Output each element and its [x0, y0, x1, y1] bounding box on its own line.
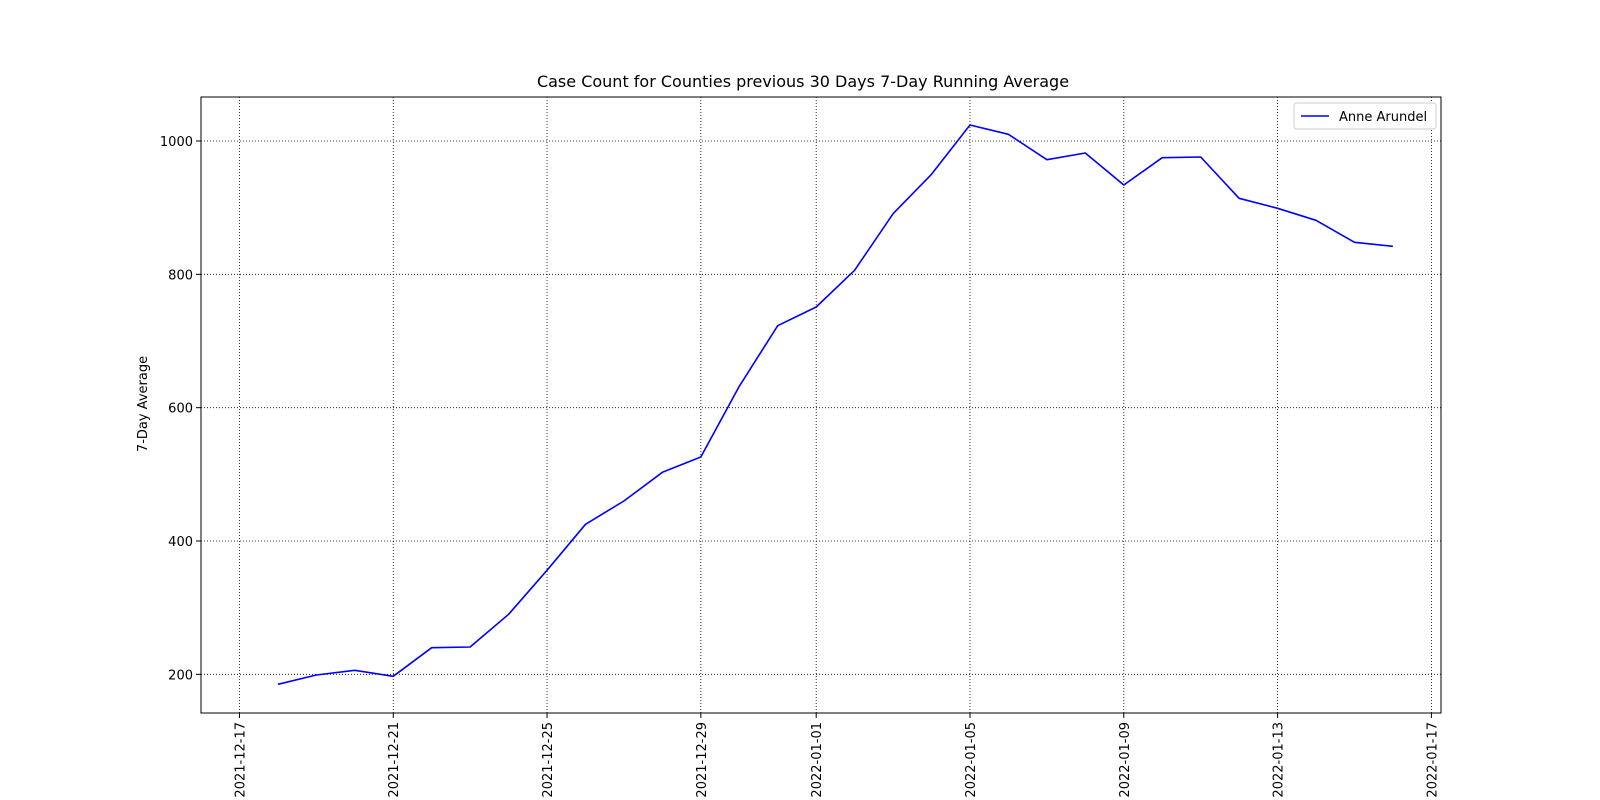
series-line [277, 124, 1393, 686]
x-tick-label: 2021-12-17 [233, 722, 248, 798]
y-tick-label: 400 [168, 535, 193, 550]
y-axis-label: 7-Day Average [136, 356, 151, 452]
x-tick-label: 2022-01-17 [1425, 722, 1440, 798]
y-tick-label: 1000 [160, 135, 193, 150]
y-tick-label: 200 [168, 668, 193, 683]
x-tick-label: 2021-12-29 [695, 722, 710, 798]
x-axis: 2021-12-17 2021-12-21 2021-12-25 2021-12-29… [233, 713, 1440, 798]
x-tick-label: 2021-12-21 [387, 722, 402, 798]
y-tick-label: 800 [168, 268, 193, 283]
x-tick-label: 2022-01-05 [964, 722, 979, 798]
x-tick-label: 2022-01-01 [810, 722, 825, 798]
chart-title: Case Count for Counties previous 30 Days… [537, 72, 1069, 91]
x-tick-label: 2022-01-09 [1118, 722, 1133, 798]
legend-box [1293, 102, 1437, 130]
legend: Anne Arundel [1293, 102, 1437, 130]
legend-label: Anne Arundel [1339, 110, 1427, 125]
y-tick-label: 600 [168, 402, 193, 417]
x-tick-label: 2022-01-13 [1272, 722, 1287, 798]
y-axis: 200 400 600 800 1000 [160, 135, 201, 683]
plot-frame [200, 96, 1442, 714]
x-tick-label: 2021-12-25 [541, 722, 556, 798]
series-layer [277, 124, 1394, 686]
grid [201, 97, 1441, 713]
